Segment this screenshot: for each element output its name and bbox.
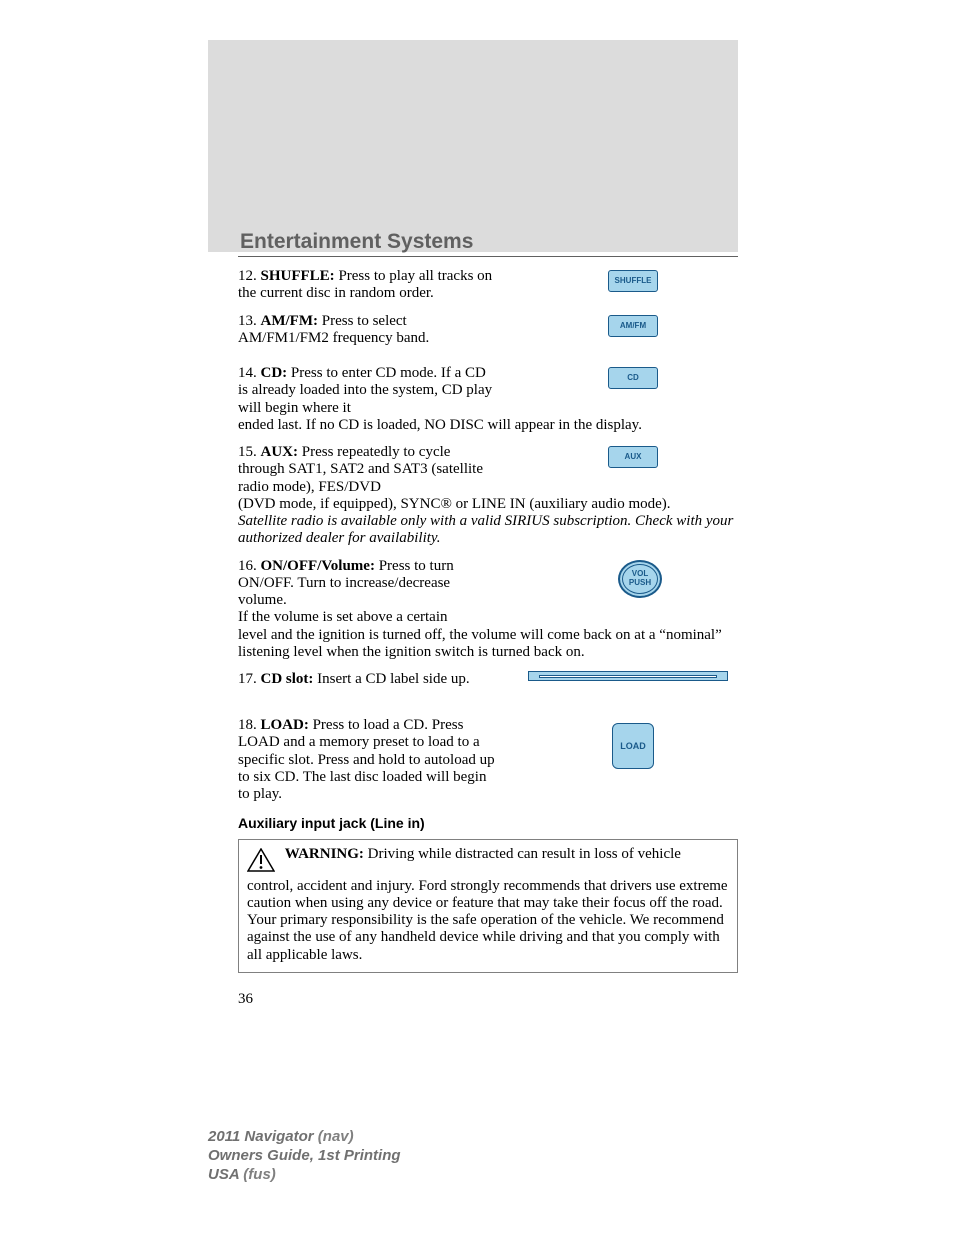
footer-code2: (fus) <box>243 1166 276 1183</box>
item-aux-text2: (DVD mode, if equipped), SYNC® or LINE I… <box>238 496 738 513</box>
warning-text: Driving while distracted can result in l… <box>247 846 728 962</box>
volume-knob: VOL PUSH <box>618 560 662 598</box>
num: 15. <box>238 444 257 460</box>
cd-slot-inner <box>539 675 717 678</box>
item-cdslot-text: 17. CD slot: Insert a CD label side up. <box>238 671 498 688</box>
label: SHUFFLE: <box>261 268 335 284</box>
aux-button-figure: AUX <box>608 446 658 468</box>
item-amfm: 13. AM/FM: Press to select AM/FM1/FM2 fr… <box>238 313 738 348</box>
item-load: 18. LOAD: Press to load a CD. Press LOAD… <box>238 717 738 803</box>
item-onoff-text1: 16. ON/OFF/Volume: Press to turn ON/OFF.… <box>238 558 498 610</box>
cd-slot-figure <box>528 671 728 681</box>
footer-code1: (nav) <box>318 1128 354 1145</box>
item-cd: 14. CD: Press to enter CD mode. If a CD … <box>238 365 738 434</box>
desc: Insert a CD label side up. <box>317 671 469 687</box>
item-aux-text1: 15. AUX: Press repeatedly to cycle throu… <box>238 444 498 496</box>
load-button-figure: LOAD <box>612 723 654 769</box>
footer-line3: USA (fus) <box>208 1166 401 1185</box>
item-shuffle: 12. SHUFFLE: Press to play all tracks on… <box>238 268 738 303</box>
aux-button: AUX <box>608 446 658 468</box>
num: 16. <box>238 558 257 574</box>
footer-model: 2011 Navigator <box>208 1128 314 1145</box>
num: 14. <box>238 365 257 381</box>
page-title: Entertainment Systems <box>240 230 473 254</box>
label: LOAD: <box>261 717 309 733</box>
footer-line2: Owners Guide, 1st Printing <box>208 1147 401 1166</box>
content-area: 12. SHUFFLE: Press to play all tracks on… <box>238 268 738 1008</box>
cd-button-figure: CD <box>608 367 658 389</box>
item-load-text: 18. LOAD: Press to load a CD. Press LOAD… <box>238 717 498 803</box>
warning-box: WARNING: Driving while distracted can re… <box>238 839 738 973</box>
footer: 2011 Navigator (nav) Owners Guide, 1st P… <box>208 1128 401 1184</box>
num: 18. <box>238 717 257 733</box>
amfm-button-figure: AM/FM <box>608 315 658 337</box>
volume-knob-figure: VOL PUSH <box>618 560 662 598</box>
footer-region: USA <box>208 1166 239 1183</box>
num: 12. <box>238 268 257 284</box>
label: ON/OFF/Volume: <box>261 558 375 574</box>
item-onoff-text2: If the volume is set above a certain <box>238 609 498 626</box>
item-aux: 15. AUX: Press repeatedly to cycle throu… <box>238 444 738 548</box>
item-amfm-text: 13. AM/FM: Press to select AM/FM1/FM2 fr… <box>238 313 498 348</box>
shuffle-button-figure: SHUFFLE <box>608 270 658 292</box>
item-cd-text1: 14. CD: Press to enter CD mode. If a CD … <box>238 365 498 417</box>
item-onoff-text3: level and the ignition is turned off, th… <box>238 627 738 662</box>
warning-icon <box>247 848 275 877</box>
amfm-button: AM/FM <box>608 315 658 337</box>
label: AUX: <box>261 444 299 460</box>
page-number: 36 <box>238 991 738 1008</box>
load-button: LOAD <box>612 723 654 769</box>
shuffle-button: SHUFFLE <box>608 270 658 292</box>
label: AM/FM: <box>261 313 318 329</box>
knob-push: PUSH <box>629 579 651 588</box>
item-aux-note: Satellite radio is available only with a… <box>238 513 738 548</box>
num: 17. <box>238 671 257 687</box>
label: CD slot: <box>261 671 314 687</box>
aux-section-title: Auxiliary input jack (Line in) <box>238 815 738 831</box>
num: 13. <box>238 313 257 329</box>
item-shuffle-text: 12. SHUFFLE: Press to play all tracks on… <box>238 268 498 303</box>
item-onoff: 16. ON/OFF/Volume: Press to turn ON/OFF.… <box>238 558 738 662</box>
header-rule <box>238 256 738 257</box>
cd-button: CD <box>608 367 658 389</box>
item-cdslot: 17. CD slot: Insert a CD label side up. <box>238 671 738 707</box>
footer-line1: 2011 Navigator (nav) <box>208 1128 401 1147</box>
warning-label: WARNING: <box>285 846 364 862</box>
item-cd-text2: ended last. If no CD is loaded, NO DISC … <box>238 417 738 434</box>
label: CD: <box>261 365 288 381</box>
header-background <box>208 40 738 252</box>
